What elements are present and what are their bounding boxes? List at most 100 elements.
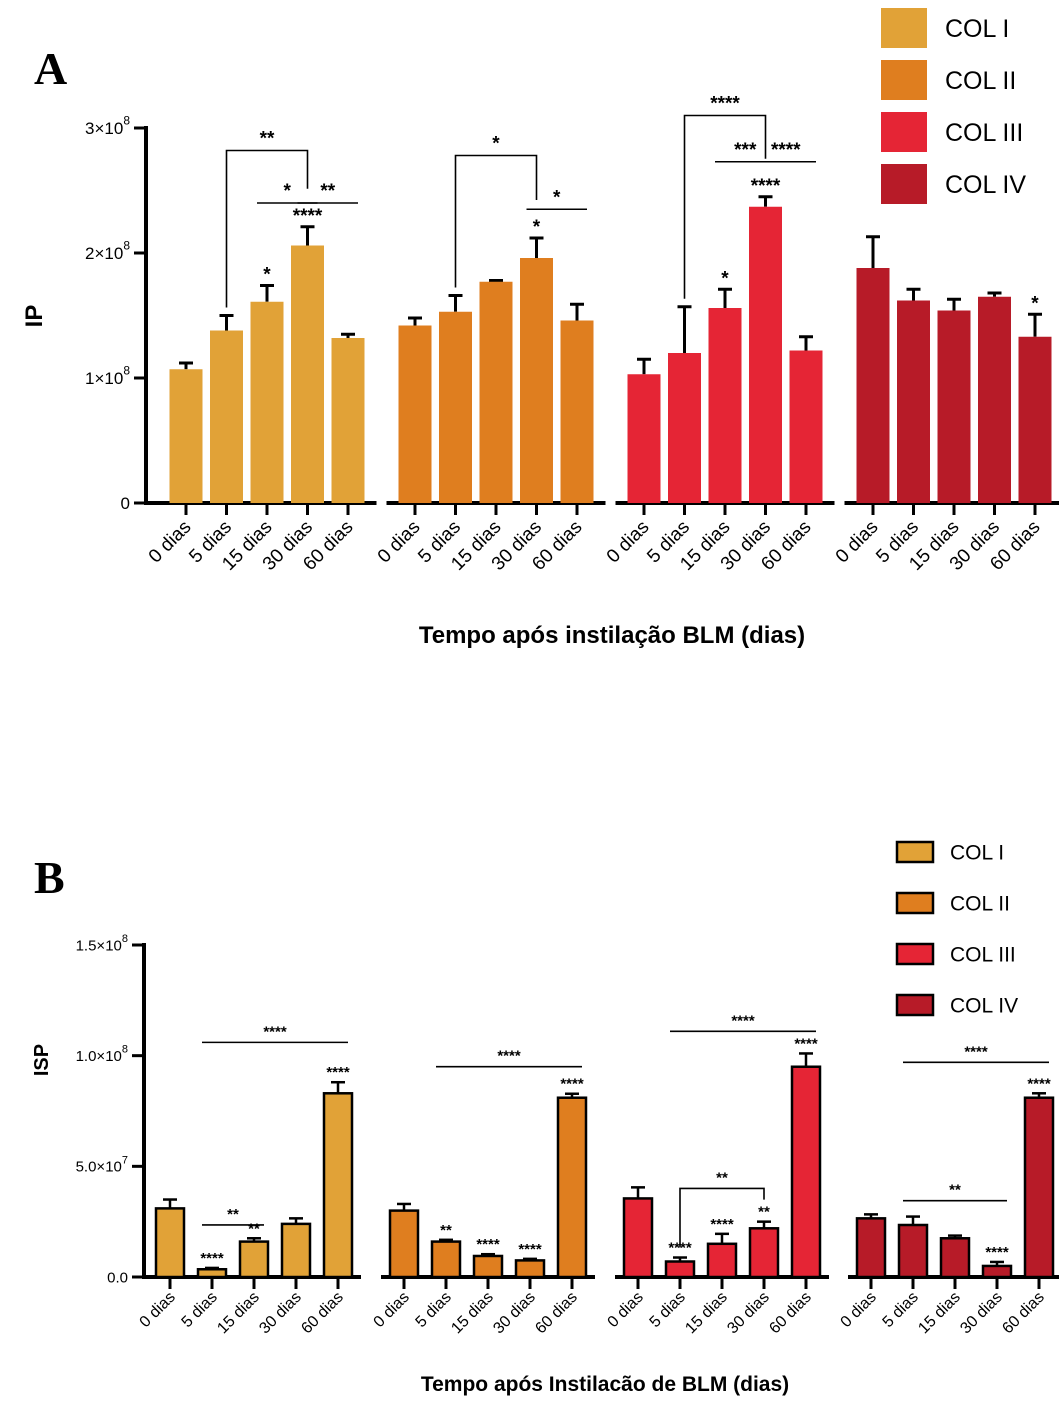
legend-label: COL III xyxy=(945,119,1023,147)
bar xyxy=(250,301,284,503)
bar xyxy=(514,1259,546,1279)
legend-label: COL I xyxy=(950,842,1004,865)
significance-label: **** xyxy=(560,1076,584,1093)
bar xyxy=(210,330,243,503)
y-tick-label: 1.5×108 xyxy=(76,933,128,954)
legend-swatch xyxy=(881,8,927,48)
comparison-label: ** xyxy=(716,1169,728,1186)
x-tick-label: 30 dias xyxy=(724,1289,773,1338)
legend-label: COL II xyxy=(950,893,1010,916)
significance-label: **** xyxy=(751,176,781,197)
comparison-label: * xyxy=(492,134,500,155)
bar xyxy=(520,258,553,503)
comparison-label: ** xyxy=(260,129,275,150)
y-tick-label: 0.0 xyxy=(107,1269,128,1286)
bar xyxy=(154,1207,186,1279)
y-tick-label: 1.0×108 xyxy=(76,1044,128,1065)
bar xyxy=(706,1242,738,1279)
comparison-label: **** xyxy=(497,1048,521,1065)
y-tick-label: 1×108 xyxy=(85,364,130,388)
bar xyxy=(856,268,890,503)
comparison-label: * xyxy=(284,181,292,202)
y-tick-label: 5.0×107 xyxy=(76,1154,128,1175)
significance-label: ** xyxy=(758,1204,770,1221)
comparison-bracket xyxy=(679,1187,765,1248)
significance-label: * xyxy=(533,217,541,238)
bar xyxy=(790,1065,822,1279)
bar xyxy=(398,325,432,503)
legend-swatch xyxy=(895,993,935,1017)
bar xyxy=(388,1209,420,1279)
bar xyxy=(560,320,594,503)
comparison-label: **** xyxy=(710,94,740,115)
x-tick-label: 30 dias xyxy=(957,1289,1006,1338)
bar xyxy=(981,1264,1013,1279)
comparison-bracket xyxy=(225,149,309,308)
bar xyxy=(668,353,701,503)
bar xyxy=(556,1096,588,1279)
bar xyxy=(196,1268,228,1279)
x-tick-label: 0 dias xyxy=(137,1289,179,1331)
x-tick-label: 30 dias xyxy=(256,1289,305,1338)
significance-label: * xyxy=(263,265,271,286)
bar xyxy=(937,310,971,503)
y-axis-label: IP xyxy=(21,305,48,328)
legend-label: COL III xyxy=(950,944,1016,967)
chart-panel-a: A IP Tempo após instilação BLM (dias) 0 1… xyxy=(21,8,1059,649)
legend-swatch xyxy=(895,840,935,864)
x-tick-label: 0 dias xyxy=(605,1289,647,1331)
bar xyxy=(939,1237,971,1279)
bar xyxy=(479,281,513,503)
significance-label: * xyxy=(1031,293,1039,314)
comparison-label: **** xyxy=(771,140,801,161)
comparison-label: ** xyxy=(320,181,335,202)
bar xyxy=(1018,336,1052,503)
bar xyxy=(1023,1096,1055,1279)
significance-label: **** xyxy=(794,1035,818,1052)
bar xyxy=(855,1217,887,1279)
x-tick-label: 30 dias xyxy=(490,1289,539,1338)
bar xyxy=(430,1240,462,1279)
significance-label: **** xyxy=(985,1244,1009,1261)
bar xyxy=(748,1227,780,1279)
bar xyxy=(169,369,203,503)
x-tick-label: 60 dias xyxy=(532,1289,581,1338)
significance-label: **** xyxy=(293,206,323,227)
significance-label: **** xyxy=(710,1216,734,1233)
bar xyxy=(664,1260,696,1279)
x-tick-label: 60 dias xyxy=(999,1289,1048,1338)
comparison-label: ** xyxy=(227,1206,239,1223)
x-tick-label: 0 dias xyxy=(374,517,425,568)
bar xyxy=(978,296,1011,503)
x-tick-label: 0 dias xyxy=(603,517,654,568)
comparison-bracket xyxy=(683,114,767,299)
significance-label: **** xyxy=(518,1241,542,1258)
comparison-bracket xyxy=(454,154,538,288)
legend-label: COL IV xyxy=(945,171,1026,199)
x-tick-label: 15 dias xyxy=(448,1289,497,1338)
bar xyxy=(331,338,365,503)
legend-swatch xyxy=(895,891,935,915)
bar xyxy=(897,300,930,503)
comparison-label: **** xyxy=(964,1043,988,1060)
x-tick-label: 60 dias xyxy=(298,1289,347,1338)
legend-label: COL IV xyxy=(950,995,1018,1018)
comparison-label: *** xyxy=(734,140,757,161)
bar xyxy=(322,1092,354,1279)
legend-label: COL I xyxy=(945,15,1009,43)
bar xyxy=(280,1222,312,1279)
bar xyxy=(238,1240,270,1279)
comparison-label: * xyxy=(553,187,561,208)
y-tick-label: 3×108 xyxy=(85,114,130,138)
y-axis-label: ISP xyxy=(31,1044,53,1076)
legend-swatch xyxy=(881,60,927,100)
significance-label: ** xyxy=(440,1222,452,1239)
legend-label: COL II xyxy=(945,67,1016,95)
significance-label: * xyxy=(721,268,729,289)
legend-swatch xyxy=(895,942,935,966)
panel-letter: B xyxy=(34,852,65,903)
significance-label: **** xyxy=(200,1250,224,1267)
x-axis-title: Tempo após Instilacão de BLM (dias) xyxy=(421,1373,789,1396)
bar xyxy=(789,350,823,503)
comparison-label: **** xyxy=(263,1023,287,1040)
